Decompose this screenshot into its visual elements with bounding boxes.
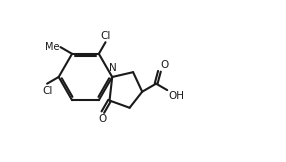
Text: Cl: Cl <box>42 86 52 96</box>
Text: Me: Me <box>45 42 59 52</box>
Text: Cl: Cl <box>100 31 111 41</box>
Text: O: O <box>160 60 168 70</box>
Text: N: N <box>110 63 117 73</box>
Text: OH: OH <box>168 91 184 101</box>
Text: O: O <box>98 114 106 124</box>
